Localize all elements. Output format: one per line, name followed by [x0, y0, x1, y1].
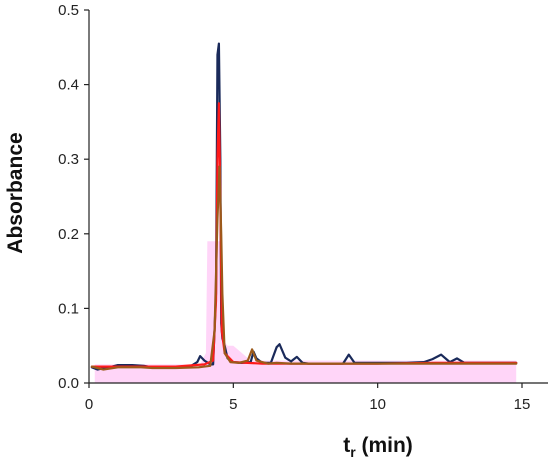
y-tick-label: 0.0 — [58, 375, 79, 392]
y-ticks: 0.0 0.1 0.2 0.3 0.4 0.5 — [58, 2, 89, 392]
y-tick-label: 0.5 — [58, 2, 79, 19]
y-tick-label: 0.4 — [58, 77, 79, 94]
x-axis-title: tr (min) — [343, 434, 413, 460]
y-tick-label: 0.2 — [58, 226, 79, 243]
x-tick-label: 5 — [229, 396, 237, 413]
x-axis-title-unit: (min) — [356, 434, 413, 457]
x-tick-label: 15 — [514, 396, 531, 413]
plot-series — [90, 42, 518, 383]
x-axis-title-subscript: r — [350, 444, 356, 460]
x-tick-label: 0 — [85, 396, 93, 413]
series-line-1 — [90, 42, 518, 371]
y-axis-title: Absorbance — [4, 132, 27, 253]
series-fill-0 — [94, 241, 517, 383]
y-tick-label: 0.3 — [58, 151, 79, 168]
series-line-3 — [90, 165, 518, 371]
x-tick-label: 10 — [369, 396, 386, 413]
x-ticks: 0 5 10 15 — [85, 383, 531, 413]
series-line-2 — [90, 102, 518, 368]
y-tick-label: 0.1 — [58, 300, 79, 317]
x-axis-title-main: t — [343, 434, 350, 457]
axes — [88, 10, 548, 384]
